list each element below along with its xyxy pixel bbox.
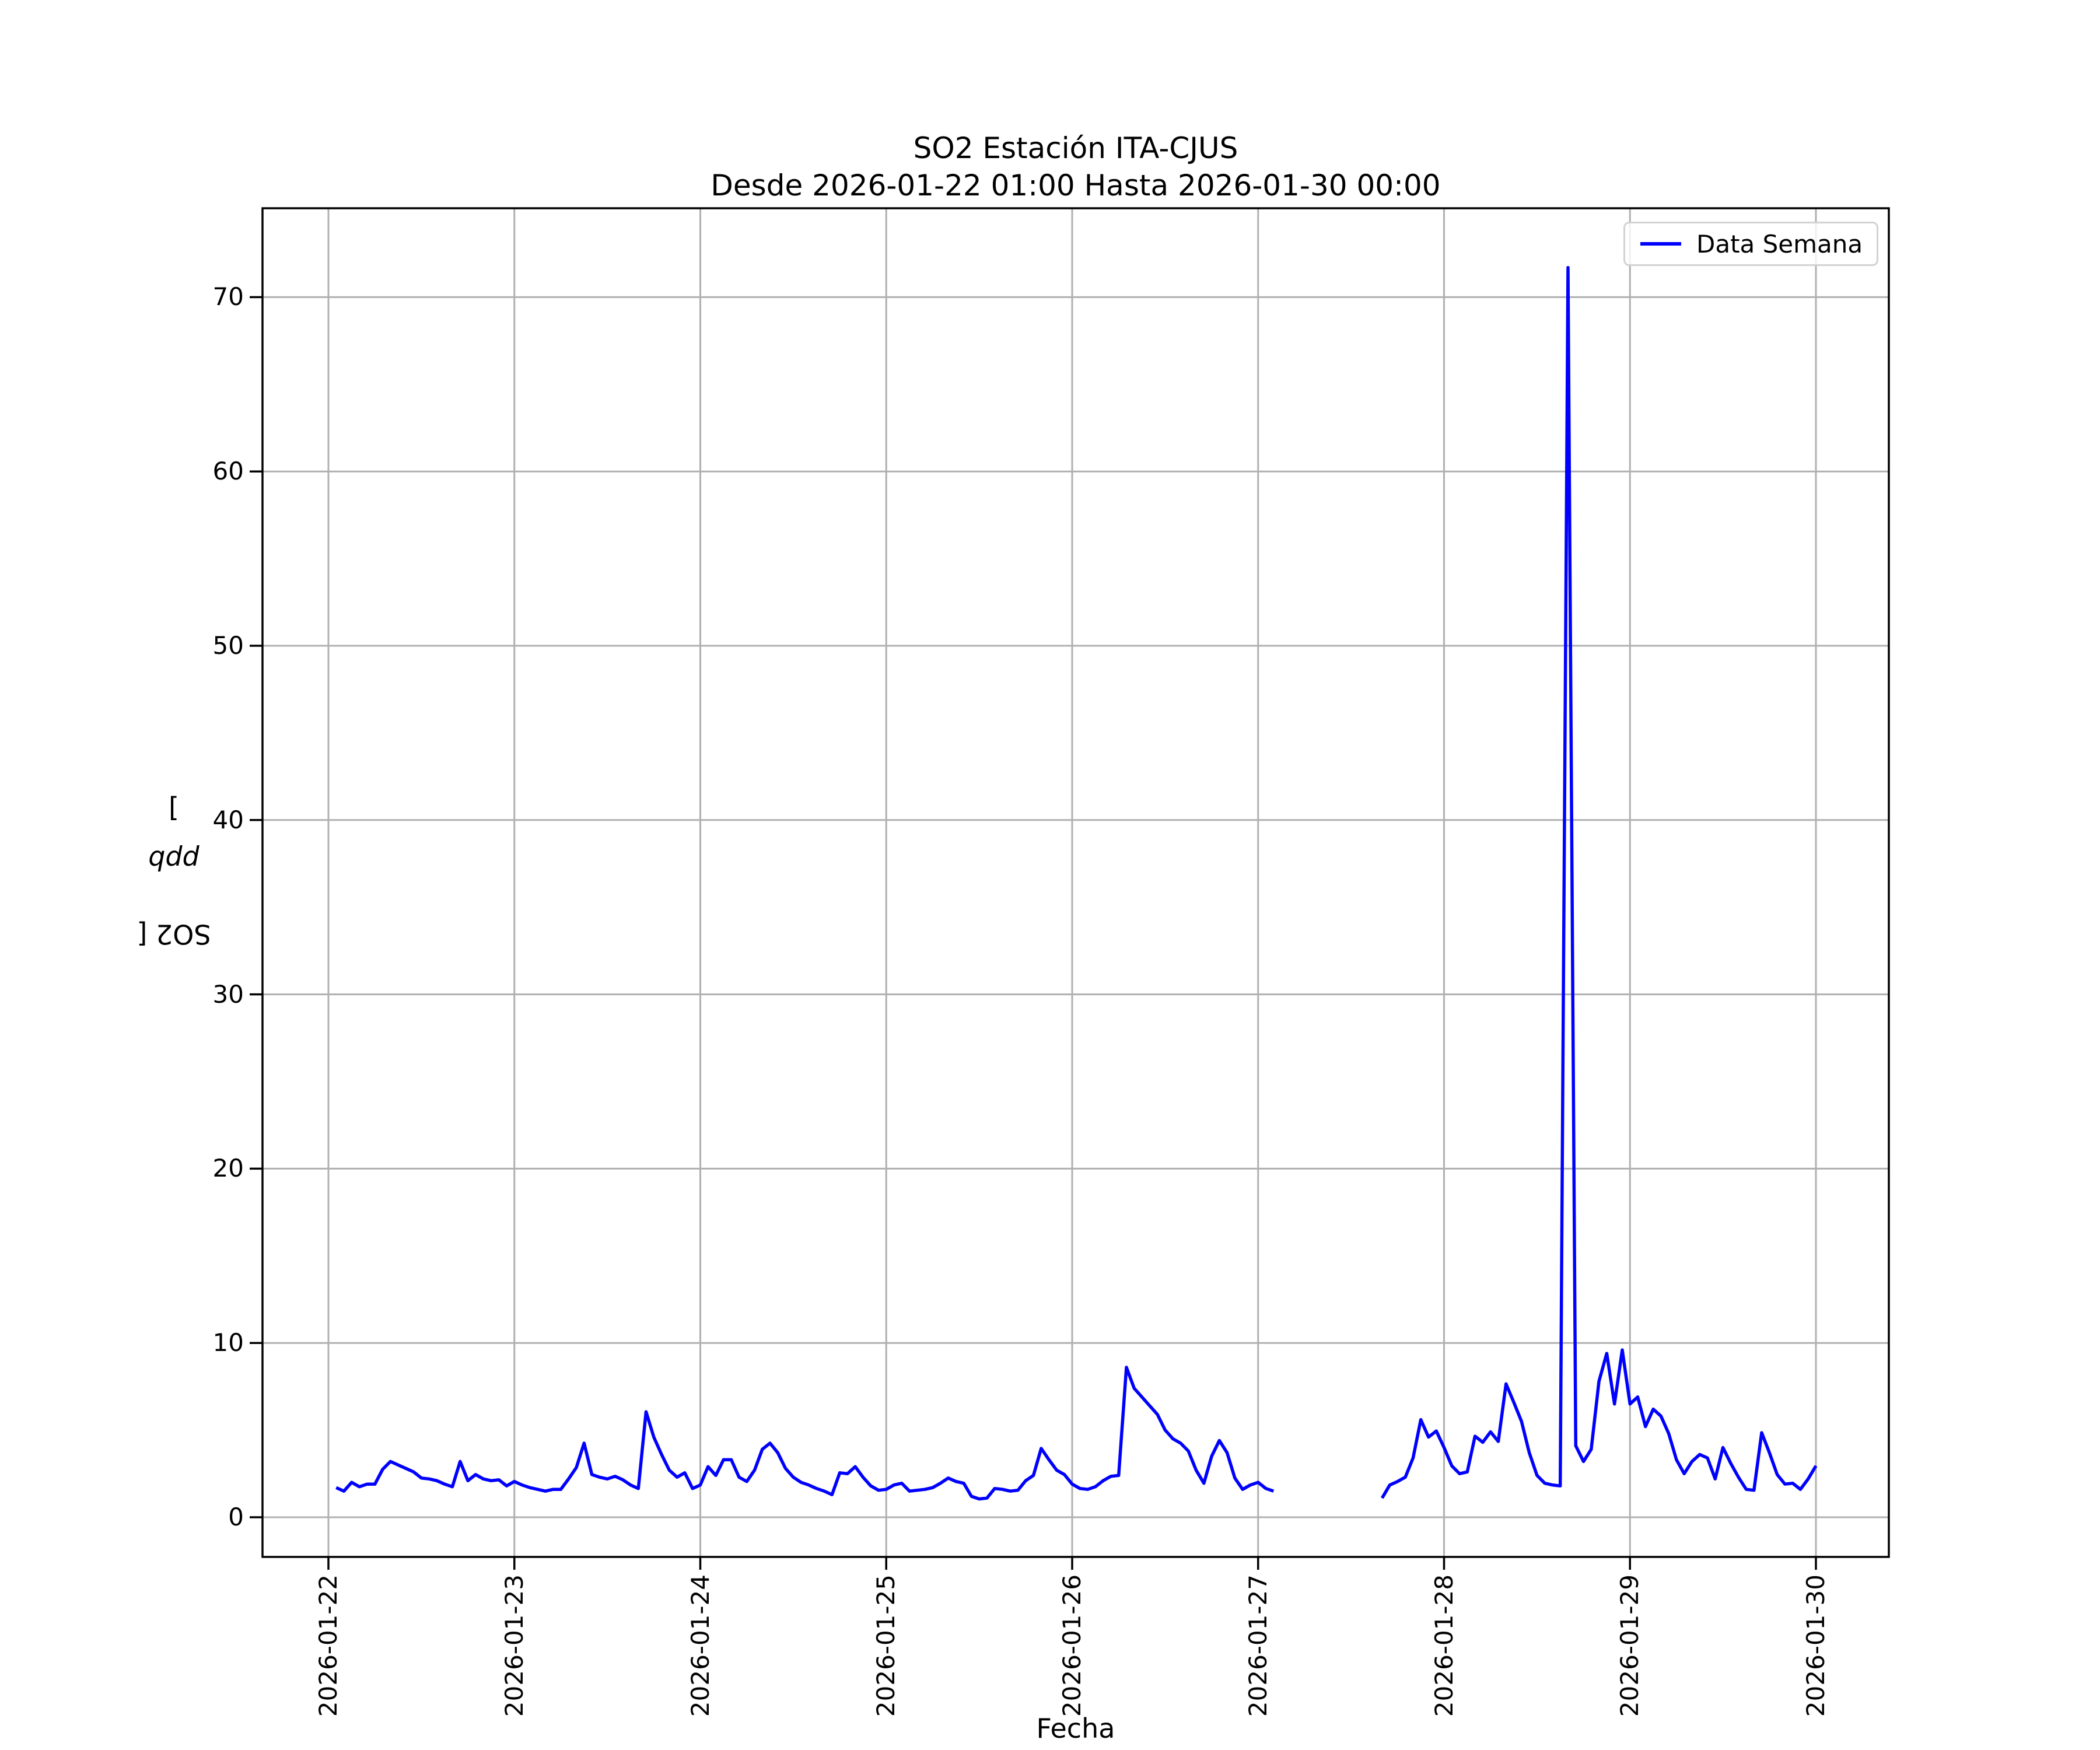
data-line-segment <box>335 1366 1275 1501</box>
x-tick-label: 2026-01-29 <box>1615 1574 1644 1717</box>
y-tick-label: 40 <box>212 805 244 834</box>
y-tick-label: 0 <box>228 1503 244 1531</box>
y-tick-label: 70 <box>212 282 244 312</box>
legend: Data Semana <box>1623 222 1878 266</box>
x-tick-label: 2026-01-24 <box>685 1574 715 1717</box>
y-tick-label: 50 <box>212 631 244 660</box>
x-tick-label: 2026-01-26 <box>1058 1574 1086 1717</box>
y-tick-label: 60 <box>212 457 244 486</box>
legend-label: Data Semana <box>1696 229 1863 258</box>
legend-line-sample <box>1640 242 1681 246</box>
y-axis-label-unit: ppb <box>148 844 200 876</box>
data-line-segment <box>1380 265 1818 1499</box>
chart-title-line2: Desde 2026-01-22 01:00 Hasta 2026-01-30 … <box>710 169 1441 202</box>
x-tick-label: 2026-01-22 <box>314 1574 342 1717</box>
x-tick-label: 2026-01-23 <box>499 1574 528 1717</box>
x-tick-label: 2026-01-27 <box>1243 1574 1272 1717</box>
x-axis-label: Fecha <box>1036 1713 1115 1744</box>
y-tick-label: 30 <box>212 979 244 1009</box>
chart-title-line1: SO2 Estación ITA-CJUS <box>913 131 1238 165</box>
chart-title: SO2 Estación ITA-CJUS Desde 2026-01-22 0… <box>262 130 1889 204</box>
x-tick-label: 2026-01-28 <box>1429 1574 1458 1717</box>
x-tick-label: 2026-01-25 <box>872 1574 901 1717</box>
x-tick-label: 2026-01-30 <box>1801 1574 1830 1717</box>
y-tick-label: 10 <box>212 1328 244 1357</box>
plot-frame <box>261 207 1890 1558</box>
y-axis-label-prefix: SO2 [ <box>136 918 211 950</box>
y-tick-label: 20 <box>212 1154 244 1183</box>
